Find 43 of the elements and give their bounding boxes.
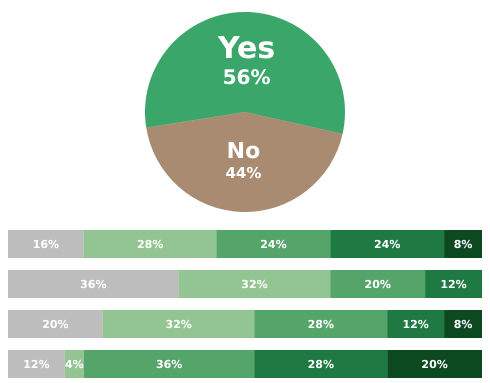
data-label: 32%: [241, 278, 268, 291]
data-label: 12%: [402, 318, 429, 331]
bar: [387, 350, 482, 378]
data-label: 12%: [23, 358, 50, 371]
bar: [254, 350, 388, 378]
data-label: 4%: [65, 358, 84, 371]
bar: [330, 230, 444, 258]
bar: [8, 310, 103, 338]
data-label: 36%: [80, 278, 106, 291]
data-label: 28%: [308, 358, 334, 371]
bar: [84, 350, 254, 378]
data-label: 20%: [421, 358, 448, 371]
data-label: 8%: [454, 238, 472, 251]
data-label: 24%: [374, 238, 400, 251]
data-label: 28%: [308, 318, 334, 331]
data-label: 32%: [165, 318, 192, 331]
data-label: 28%: [137, 238, 164, 251]
bar: [84, 230, 217, 258]
bar: [8, 270, 179, 298]
bar: [8, 230, 84, 258]
bar: [254, 310, 388, 338]
data-label: 44%: [225, 164, 262, 182]
data-label: 56%: [222, 65, 271, 90]
bar: [330, 270, 426, 298]
bar: [102, 310, 254, 338]
slice-label: Yes: [216, 31, 276, 66]
slice-label: No: [226, 138, 260, 164]
pie-slice: [145, 12, 345, 134]
data-label: 24%: [260, 238, 287, 251]
bar: [444, 310, 482, 338]
bar: [8, 350, 65, 378]
data-label: 20%: [42, 318, 69, 331]
bar: [387, 310, 444, 338]
data-label: 12%: [440, 278, 467, 291]
bar: [425, 270, 482, 298]
bar: [444, 230, 482, 258]
data-label: 8%: [454, 318, 472, 331]
bar: [216, 230, 330, 258]
data-label: 36%: [156, 358, 182, 371]
bar: [178, 270, 330, 298]
data-label: 16%: [32, 238, 60, 251]
pie-slice: [146, 112, 343, 212]
data-label: 20%: [364, 278, 391, 291]
